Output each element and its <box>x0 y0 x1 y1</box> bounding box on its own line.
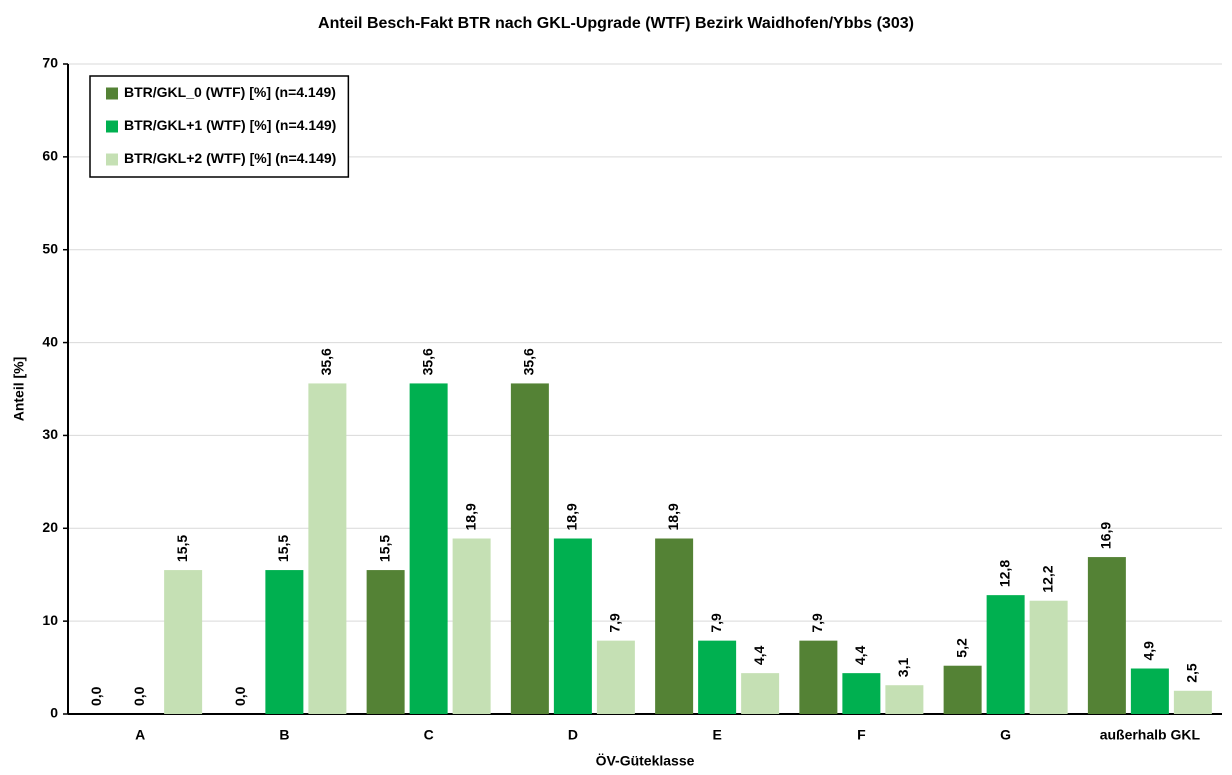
data-label: 12,8 <box>996 560 1012 587</box>
data-label: 4,4 <box>852 645 868 665</box>
legend-box <box>89 75 350 178</box>
y-tick-label: 40 <box>42 333 58 349</box>
bar <box>885 685 924 714</box>
data-label: 7,9 <box>809 613 825 633</box>
data-label: 15,5 <box>275 535 291 562</box>
bar <box>366 570 405 714</box>
data-label: 35,6 <box>419 348 435 375</box>
bar <box>553 538 592 714</box>
y-tick-label: 0 <box>50 705 58 721</box>
bar <box>842 673 881 714</box>
y-tick-label: 20 <box>42 519 58 535</box>
bar <box>698 640 737 714</box>
data-label: 18,9 <box>665 503 681 530</box>
data-label: 18,9 <box>462 503 478 530</box>
data-label: 15,5 <box>376 535 392 562</box>
x-tick-label: D <box>568 727 578 743</box>
bar <box>596 640 635 714</box>
data-label: 35,6 <box>318 348 334 375</box>
data-label: 18,9 <box>564 503 580 530</box>
y-axis-title: Anteil [%] <box>11 357 27 422</box>
data-label: 5,2 <box>953 638 969 658</box>
x-tick-label: B <box>279 727 289 743</box>
bar <box>1087 557 1126 714</box>
bar <box>510 383 549 714</box>
bar <box>1130 668 1169 714</box>
x-tick-label: F <box>857 727 866 743</box>
legend-swatch <box>106 120 118 133</box>
bar <box>1029 600 1068 714</box>
x-tick-label: E <box>712 727 721 743</box>
legend-label: BTR/GKL+2 (WTF) [%] (n=4.149) <box>124 150 336 166</box>
data-label: 0,0 <box>88 686 104 706</box>
data-label: 3,1 <box>895 658 911 678</box>
bar <box>943 665 982 714</box>
data-label: 35,6 <box>521 348 537 375</box>
legend-swatch <box>106 153 118 166</box>
legend-swatch <box>106 87 118 100</box>
legend-label: BTR/GKL+1 (WTF) [%] (n=4.149) <box>124 117 336 133</box>
bar <box>409 383 448 714</box>
data-label: 2,5 <box>1184 663 1200 683</box>
data-label: 0,0 <box>131 686 147 706</box>
data-label: 4,4 <box>751 645 767 665</box>
y-tick-label: 60 <box>42 148 58 164</box>
bar <box>164 570 203 714</box>
data-label: 4,9 <box>1141 641 1157 661</box>
data-label: 0,0 <box>232 686 248 706</box>
bar <box>265 570 304 714</box>
legend-label: BTR/GKL_0 (WTF) [%] (n=4.149) <box>124 84 336 100</box>
bar <box>741 673 780 714</box>
data-label: 16,9 <box>1098 522 1114 549</box>
data-label: 15,5 <box>174 535 190 562</box>
x-axis-title: ÖV-Güteklasse <box>596 753 695 769</box>
y-tick-label: 10 <box>42 612 58 628</box>
data-label: 7,9 <box>607 613 623 633</box>
x-tick-label: C <box>424 727 434 743</box>
y-tick-label: 50 <box>42 240 58 256</box>
bar <box>1173 690 1212 714</box>
bar <box>799 640 838 714</box>
y-tick-label: 70 <box>42 55 58 71</box>
bar <box>655 538 694 714</box>
x-tick-label: A <box>135 727 145 743</box>
bar <box>308 383 347 714</box>
data-label: 7,9 <box>708 613 724 633</box>
x-tick-label: G <box>1000 727 1011 743</box>
y-tick-label: 30 <box>42 426 58 442</box>
data-label: 12,2 <box>1039 565 1055 592</box>
bar <box>986 595 1025 714</box>
chart-title: Anteil Besch-Fakt BTR nach GKL-Upgrade (… <box>318 15 914 32</box>
x-tick-label: außerhalb GKL <box>1100 727 1201 743</box>
bar <box>452 538 491 714</box>
